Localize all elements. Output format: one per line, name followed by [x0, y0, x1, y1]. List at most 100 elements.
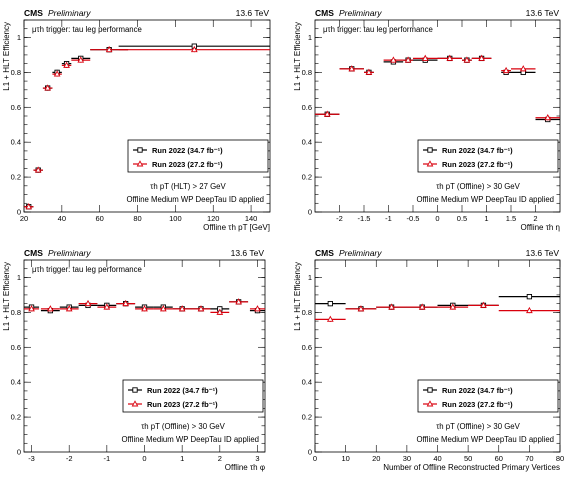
data-point-triangle [34, 166, 42, 173]
legend-label-2022: Run 2022 (34.7 fb⁻¹) [442, 146, 513, 155]
series-run-2023 [315, 301, 560, 322]
x-tick-label: 0 [313, 454, 317, 463]
y-tick-label: 1 [308, 273, 312, 282]
cut-label: τh pT (Offline) > 30 GeV [436, 182, 520, 191]
data-point-triangle [446, 54, 454, 61]
legend-label-2022: Run 2022 (34.7 fb⁻¹) [442, 386, 513, 395]
y-tick-label: 0.8 [11, 308, 21, 317]
y-tick-label: 0 [308, 448, 312, 457]
status-label: Preliminary [339, 248, 382, 258]
x-tick-label: 80 [556, 454, 564, 463]
data-point-triangle [526, 306, 533, 314]
data-point-triangle [365, 68, 373, 75]
data-point-triangle [178, 305, 186, 312]
x-tick-label: 20 [20, 214, 28, 223]
data-point-triangle [141, 305, 148, 312]
y-tick-label: 0.2 [11, 413, 21, 422]
legend-marker-2023 [131, 400, 139, 407]
x-tick-label: -2 [336, 214, 343, 223]
data-point-triangle [159, 305, 167, 312]
y-axis-label: L1 + HLT Efficiency [293, 22, 302, 91]
legend-label-2023: Run 2023 (27.2 fb⁻¹) [442, 160, 513, 169]
legend-label-2022: Run 2022 (34.7 fb⁻¹) [147, 386, 218, 395]
trigger-label: μτh trigger: tau leg performance [32, 265, 142, 274]
trigger-label: μτh trigger: tau leg performance [323, 25, 433, 34]
x-tick-label: 2 [533, 214, 537, 223]
legend-marker-2023 [426, 400, 434, 407]
x-tick-label: 1.5 [506, 214, 516, 223]
data-point-triangle [77, 56, 85, 63]
data-point-triangle [105, 45, 113, 53]
x-axis-label: Number of Offline Reconstructed Primary … [383, 463, 560, 472]
data-point-triangle [326, 315, 334, 322]
data-point-triangle [190, 45, 198, 53]
legend-box [417, 139, 559, 173]
legend: Run 2022 (34.7 fb⁻¹) Run 2023 (27.2 fb⁻¹) [122, 379, 264, 413]
data-point-triangle [84, 299, 92, 307]
x-tick-label: 0 [142, 454, 146, 463]
data-point-triangle [519, 65, 527, 72]
y-tick-label: 0.4 [11, 378, 21, 387]
data-point-triangle [103, 303, 111, 310]
x-tick-label: 20 [372, 454, 380, 463]
data-point-triangle [463, 56, 471, 63]
y-tick-label: 0.4 [302, 138, 312, 147]
data-point-triangle [323, 110, 331, 117]
data-point-triangle [480, 301, 487, 308]
status-label: Preliminary [339, 8, 382, 18]
data-point-triangle [421, 54, 429, 61]
id-label: Offline Medium WP DeepTau ID applied [416, 435, 554, 444]
y-tick-label: 0.4 [302, 378, 312, 387]
x-tick-label: 140 [245, 214, 258, 223]
x-tick-label: -1.5 [358, 214, 371, 223]
y-tick-label: 0.8 [302, 68, 312, 77]
status-label: Preliminary [48, 248, 91, 258]
y-tick-label: 0.6 [11, 103, 21, 112]
x-tick-label: 10 [341, 454, 349, 463]
y-tick-label: 1 [308, 33, 312, 42]
y-tick-label: 0.2 [302, 413, 312, 422]
series-run-2023 [315, 54, 560, 121]
data-point-triangle [390, 56, 397, 63]
data-point-triangle [388, 303, 395, 310]
x-tick-label: 30 [403, 454, 411, 463]
y-tick-label: 0.6 [302, 103, 312, 112]
series-run-2023 [24, 45, 270, 210]
experiment-label: CMS [315, 248, 334, 258]
x-tick-label: 0.5 [457, 214, 467, 223]
y-tick-label: 0.8 [302, 308, 312, 317]
trigger-label: μτh trigger: tau leg performance [32, 25, 142, 34]
x-tick-label: 80 [133, 214, 141, 223]
x-tick-label: 40 [433, 454, 441, 463]
data-point-triangle [357, 305, 365, 312]
id-label: Offline Medium WP DeepTau ID applied [121, 435, 259, 444]
y-tick-label: 1 [17, 33, 21, 42]
x-tick-label: 60 [96, 214, 104, 223]
legend-label-2023: Run 2023 (27.2 fb⁻¹) [442, 400, 513, 409]
id-label: Offline Medium WP DeepTau ID applied [126, 195, 264, 204]
experiment-label: CMS [24, 248, 43, 258]
legend-label-2022: Run 2022 (34.7 fb⁻¹) [152, 146, 223, 155]
data-point-triangle [197, 305, 205, 312]
legend-marker-2023 [136, 160, 144, 167]
legend-marker-2022 [427, 147, 433, 153]
data-point-triangle [44, 84, 52, 91]
y-tick-label: 0 [308, 208, 312, 217]
legend: Run 2022 (34.7 fb⁻¹) Run 2023 (27.2 fb⁻¹) [417, 139, 559, 173]
data-point-triangle [122, 299, 130, 307]
series-run-2023 [24, 298, 265, 315]
data-point-triangle [544, 114, 552, 121]
x-tick-label: -1 [385, 214, 392, 223]
y-tick-label: 0.6 [11, 343, 21, 352]
legend-label-2023: Run 2023 (27.2 fb⁻¹) [147, 400, 218, 409]
legend-marker-2022 [132, 387, 138, 393]
data-point-triangle [28, 305, 35, 312]
cut-label: τh pT (Offline) > 30 GeV [436, 422, 520, 431]
x-tick-label: -2 [66, 454, 73, 463]
x-tick-label: 2 [218, 454, 222, 463]
data-point-triangle [53, 70, 61, 77]
x-tick-label: 1 [484, 214, 488, 223]
legend-box [127, 139, 269, 173]
